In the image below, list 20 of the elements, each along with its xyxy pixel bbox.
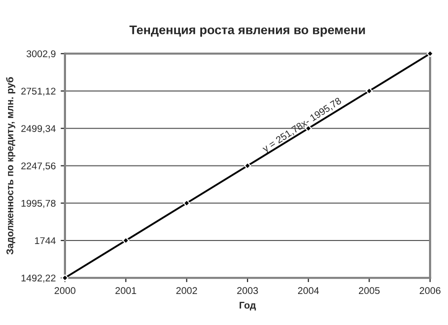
x-tick-label: 2003 <box>237 287 258 294</box>
y-tick-label: 2751,12 <box>21 88 56 96</box>
point <box>122 237 130 244</box>
chart-title: Тенденция роста явления во времени <box>129 26 365 37</box>
y-axis-title: Задолженность по кредиту, млн. руб <box>6 77 16 254</box>
x-tick-label: 2001 <box>115 287 136 294</box>
x-tick-label: 2002 <box>176 287 197 294</box>
y-tick-label: 2247,56 <box>21 162 56 171</box>
y-tick-label: 1995,78 <box>22 200 56 208</box>
x-tick-label: 2006 <box>420 287 440 294</box>
y-tick-label: 1744 <box>35 237 56 244</box>
point <box>61 274 68 282</box>
y-tick-label: 3002,9 <box>26 50 56 58</box>
point <box>366 88 373 94</box>
y-tick-label: 2499,34 <box>21 125 56 134</box>
y-tick-label: 1492,22 <box>22 274 56 283</box>
x-tick-label: 2005 <box>358 287 380 294</box>
x-tick-label: 2004 <box>298 287 319 294</box>
x-axis-title: Год <box>240 302 256 311</box>
x-tick-label: 2000 <box>54 287 76 294</box>
